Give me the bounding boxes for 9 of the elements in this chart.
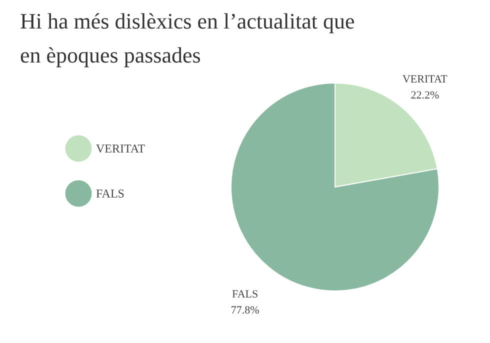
legend-label: FALS (96, 186, 124, 200)
data-label: 77.8% (230, 304, 260, 316)
pie-slice (230, 82, 440, 292)
slice-label: VERITAT (402, 74, 448, 86)
slice-label: FALS (232, 288, 258, 300)
legend-label: VERITAT (96, 142, 146, 156)
text: Hi ha més dislèxics en l’actualitat que (20, 8, 355, 34)
text: en èpoques passades (20, 42, 201, 68)
data-label: 22.2% (410, 90, 440, 102)
